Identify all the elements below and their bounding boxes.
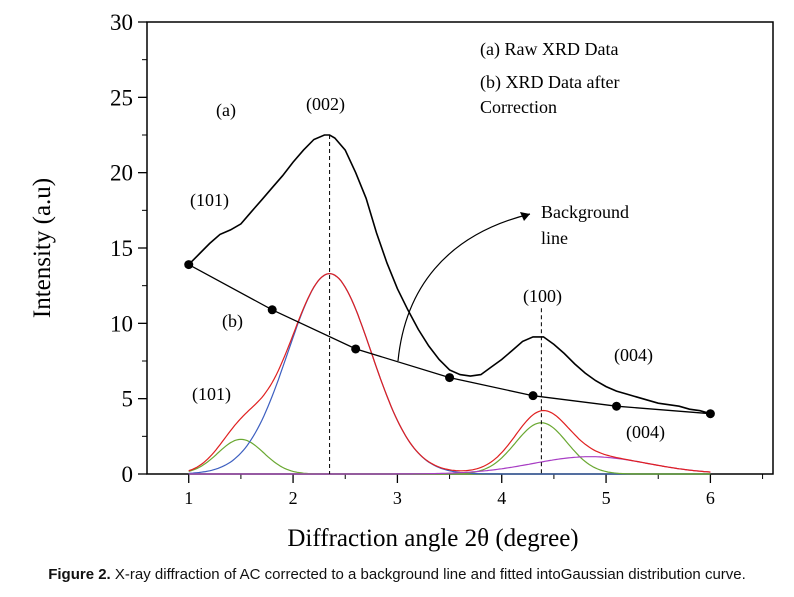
axis-ticks: 1 2 3 4 5 6 0 5 10 15 20 25 30 <box>110 10 764 508</box>
peak-markers <box>329 135 542 474</box>
background-line-group <box>184 260 715 419</box>
background-point <box>351 344 361 354</box>
raw-curve <box>188 134 711 415</box>
x-tick-label-1: 1 <box>184 488 193 508</box>
label-004-fit: (004) <box>626 422 665 443</box>
y-tick-label-0: 0 <box>122 462 134 487</box>
fit-004-curve <box>188 456 711 475</box>
background-point <box>445 373 455 383</box>
label-100: (100) <box>523 286 562 307</box>
x-tick-label-6: 6 <box>706 488 715 508</box>
xrd-chart: 1 2 3 4 5 6 0 5 10 15 20 25 30 Diffraction angle 2θ … <box>29 10 774 552</box>
label-002: (002) <box>306 94 345 115</box>
envelope-curve <box>188 273 711 473</box>
label-background: Background <box>541 202 629 222</box>
background-point <box>184 260 194 270</box>
caption-label: Figure 2. <box>48 566 111 583</box>
x-tick-label-4: 4 <box>497 488 506 508</box>
background-point <box>612 401 621 411</box>
x-tick-label-2: 2 <box>289 488 298 508</box>
label-a: (a) <box>216 100 236 121</box>
y-tick-label-10: 10 <box>110 311 133 336</box>
y-tick-label-15: 15 <box>110 236 133 261</box>
caption-text: X-ray diffraction of AC corrected to a b… <box>110 566 746 583</box>
x-tick-label-5: 5 <box>602 488 611 508</box>
background-point <box>267 305 277 315</box>
background-arrow-head <box>520 212 530 221</box>
y-tick-label-20: 20 <box>110 161 133 186</box>
legend-correction: Correction <box>480 97 557 117</box>
y-axis-label: Intensity (a.u) <box>29 178 56 318</box>
x-tick-label-3: 3 <box>393 488 402 508</box>
x-axis-label: Diffraction angle 2θ (degree) <box>287 525 578 552</box>
background-point <box>528 391 538 401</box>
label-line: line <box>541 228 568 248</box>
background-point <box>705 409 715 419</box>
y-tick-label-25: 25 <box>110 85 133 110</box>
y-tick-label-5: 5 <box>122 387 134 412</box>
label-004-raw: (004) <box>614 345 653 366</box>
label-101-fit: (101) <box>192 384 231 405</box>
raw-curve-group <box>188 134 711 415</box>
legend-corrected: (b) XRD Data after <box>480 72 619 93</box>
label-b: (b) <box>222 311 243 332</box>
y-tick-label-30: 30 <box>110 10 133 35</box>
fitted-curves <box>188 273 711 475</box>
figure-caption: Figure 2. X-ray diffraction of AC correc… <box>0 566 794 583</box>
label-101-raw: (101) <box>190 190 229 211</box>
fit-101-curve <box>188 438 711 475</box>
legend-raw: (a) Raw XRD Data <box>480 39 618 60</box>
background-arrow <box>397 213 531 362</box>
